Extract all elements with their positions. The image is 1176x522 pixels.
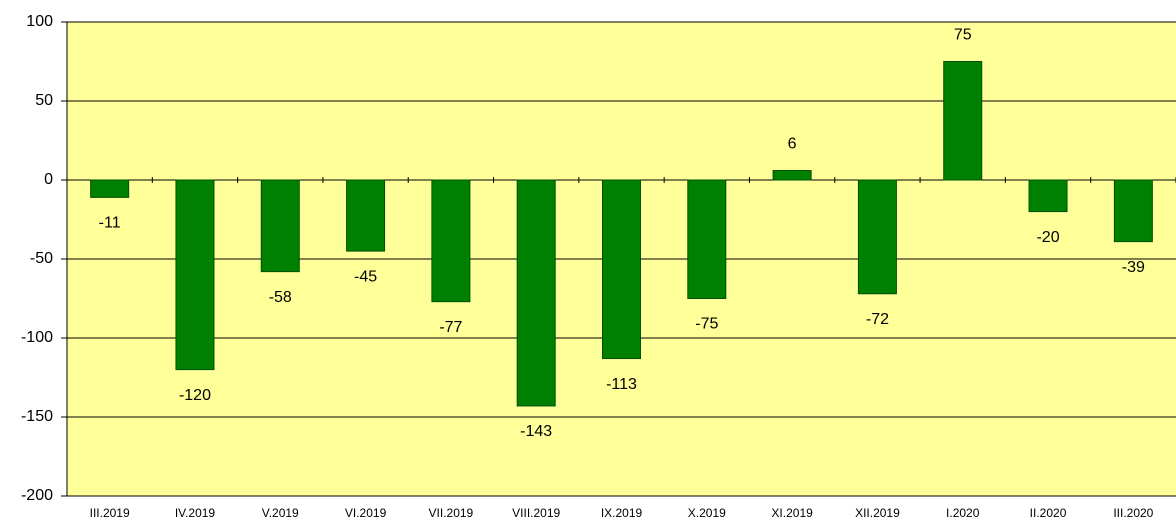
bar <box>943 61 983 181</box>
x-tick-label: III.2020 <box>1113 506 1153 520</box>
data-label: -120 <box>179 387 211 404</box>
bar <box>346 179 386 252</box>
bar <box>1113 179 1153 243</box>
x-tick-label: IV.2019 <box>175 506 216 520</box>
x-tick-label: XII.2019 <box>855 506 900 520</box>
data-label: -113 <box>606 376 637 393</box>
bar <box>772 170 812 181</box>
bar <box>516 179 556 407</box>
y-tick-label: -200 <box>21 487 53 504</box>
data-label: -77 <box>439 319 462 336</box>
bar <box>90 179 130 198</box>
data-label: -45 <box>354 268 377 285</box>
bar <box>1028 179 1068 213</box>
x-tick-label: XI.2019 <box>771 506 813 520</box>
data-label: -11 <box>99 215 121 232</box>
data-label: -58 <box>269 289 292 306</box>
bar <box>260 179 300 273</box>
x-tick-label: III.2019 <box>90 506 130 520</box>
y-tick-label: 50 <box>35 92 53 109</box>
data-label: 6 <box>788 136 797 153</box>
data-label: -39 <box>1122 259 1145 276</box>
x-tick-label: X.2019 <box>688 506 726 520</box>
x-tick-label: IX.2019 <box>601 506 643 520</box>
y-tick-label: -50 <box>30 250 53 267</box>
x-tick-label: I.2020 <box>946 506 980 520</box>
bar <box>857 179 897 295</box>
data-label: -143 <box>520 423 552 440</box>
data-label: -20 <box>1036 229 1059 246</box>
bar <box>431 179 471 303</box>
y-tick-label: 0 <box>44 171 53 188</box>
x-tick-label: V.2019 <box>262 506 299 520</box>
data-label: 75 <box>954 27 972 44</box>
bar <box>687 179 727 299</box>
data-label: -75 <box>695 316 718 333</box>
x-tick-label: VIII.2019 <box>512 506 560 520</box>
y-tick-label: -150 <box>21 408 53 425</box>
x-tick-label: VI.2019 <box>345 506 387 520</box>
bar <box>602 179 641 360</box>
x-tick-label: II.2020 <box>1030 506 1067 520</box>
data-label: -72 <box>866 311 889 328</box>
x-tick-label: VII.2019 <box>429 506 474 520</box>
y-tick-label: -100 <box>21 329 53 346</box>
bar <box>175 179 215 371</box>
y-tick-label: 100 <box>26 13 53 30</box>
